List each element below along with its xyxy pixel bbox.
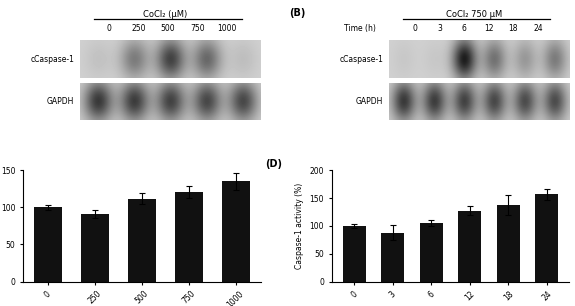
Text: cCaspase-1: cCaspase-1 bbox=[339, 55, 384, 64]
Text: 750: 750 bbox=[190, 24, 205, 33]
Text: CoCl₂ (μM): CoCl₂ (μM) bbox=[143, 10, 187, 20]
Text: 3: 3 bbox=[438, 24, 442, 33]
Bar bbox=[343, 226, 366, 282]
Text: 250: 250 bbox=[131, 24, 145, 33]
Text: Time (h): Time (h) bbox=[344, 24, 375, 33]
Bar bbox=[34, 207, 62, 282]
Text: GAPDH: GAPDH bbox=[356, 97, 384, 106]
Text: GAPDH: GAPDH bbox=[47, 97, 75, 106]
Bar bbox=[128, 199, 156, 282]
Text: 1000: 1000 bbox=[217, 24, 236, 33]
Bar bbox=[458, 211, 481, 282]
Text: 6: 6 bbox=[462, 24, 467, 33]
Text: 0: 0 bbox=[413, 24, 417, 33]
Bar bbox=[535, 194, 558, 282]
Bar bbox=[381, 233, 404, 282]
Text: cCaspase-1: cCaspase-1 bbox=[30, 55, 75, 64]
Text: 0: 0 bbox=[106, 24, 112, 33]
Text: (D): (D) bbox=[265, 159, 282, 169]
Bar bbox=[81, 214, 109, 282]
Text: CoCl₂ 750 μM: CoCl₂ 750 μM bbox=[446, 10, 503, 20]
Bar bbox=[497, 205, 520, 282]
Text: (B): (B) bbox=[289, 8, 305, 18]
Bar bbox=[420, 223, 443, 282]
Bar bbox=[175, 192, 203, 282]
Text: 500: 500 bbox=[160, 24, 175, 33]
Bar bbox=[221, 181, 250, 282]
Y-axis label: Caspase-1 activity (%): Caspase-1 activity (%) bbox=[295, 183, 304, 269]
Text: 18: 18 bbox=[509, 24, 518, 33]
Text: 24: 24 bbox=[533, 24, 543, 33]
Text: 12: 12 bbox=[484, 24, 494, 33]
